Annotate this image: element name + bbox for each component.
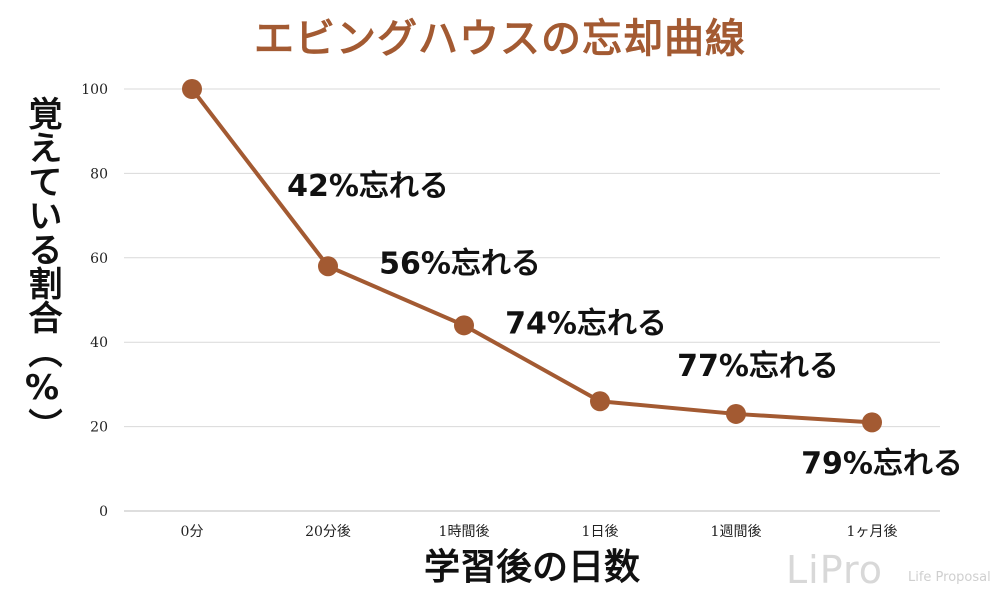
annotation-label: 77%忘れる xyxy=(677,349,839,384)
y-tick-label: 60 xyxy=(90,251,108,267)
data-point xyxy=(862,412,882,433)
y-tick-label: 0 xyxy=(99,504,108,520)
y-tick-label: 40 xyxy=(90,335,108,351)
x-tick-label: 1日後 xyxy=(582,524,619,540)
chart-title: エビングハウスの忘却曲線 xyxy=(254,16,746,62)
x-tick-label: 0分 xyxy=(181,524,204,540)
annotation-label: 56%忘れる xyxy=(379,246,541,281)
annotation-label: 79%忘れる xyxy=(801,446,963,481)
annotation-label: 42%忘れる xyxy=(287,169,449,204)
y-tick-label: 100 xyxy=(81,82,108,98)
data-point xyxy=(726,403,746,424)
x-tick-label: 20分後 xyxy=(305,524,351,540)
annotation-label: 74%忘れる xyxy=(505,306,667,341)
y-tick-label: 80 xyxy=(90,166,108,182)
x-tick-label: 1時間後 xyxy=(439,524,490,540)
data-point xyxy=(182,79,202,99)
x-tick-label: 1週間後 xyxy=(711,524,762,540)
data-point xyxy=(590,391,610,412)
y-tick-label: 20 xyxy=(90,420,108,436)
x-tick-label: 1ヶ月後 xyxy=(847,524,898,540)
data-point xyxy=(454,315,474,336)
data-point xyxy=(318,256,338,277)
brand-tagline: Life Proposal xyxy=(908,570,991,585)
brand-name: LiPro xyxy=(786,548,884,592)
y-axis-label: 覚えている割合（%） xyxy=(22,96,62,442)
series-line xyxy=(190,87,873,425)
x-axis-label: 学習後の日数 xyxy=(423,547,640,588)
